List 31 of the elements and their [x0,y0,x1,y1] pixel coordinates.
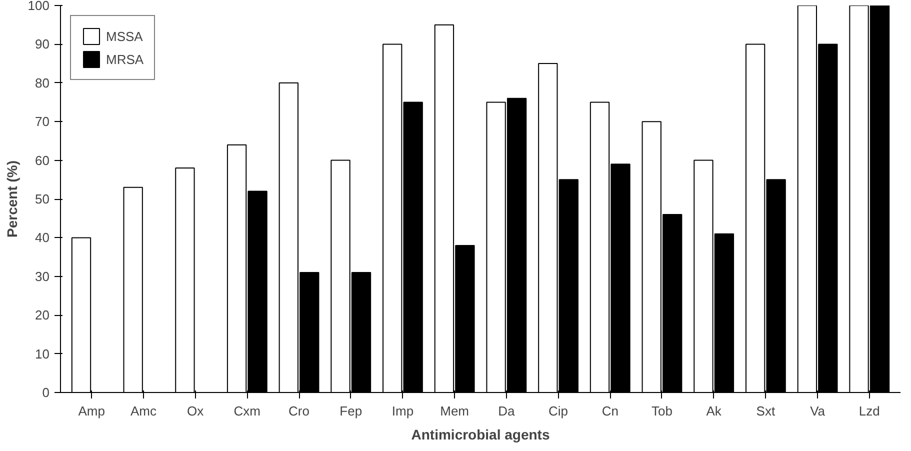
x-tick-label: Da [498,404,516,418]
x-tick-label: Ak [706,404,722,418]
y-tick-label: 60 [35,152,50,168]
y-tick-label: 100 [28,0,50,13]
y-tick-label: 50 [35,192,50,206]
x-tick-label: Amc [130,404,157,418]
y-tick-label: 30 [35,268,50,284]
y-tick-label: 10 [35,346,50,362]
y-tick-label: 90 [35,36,50,52]
x-tick-label: Mem [440,404,470,418]
x-tick-label: Cro [288,404,310,418]
legend-label: MSSA [106,28,143,44]
x-tick-label: Lzd [858,404,880,418]
y-tick-label: 0 [42,385,50,400]
x-tick-label: Va [810,404,826,418]
y-tick-label: 80 [35,75,50,90]
x-tick-label: Sxt [756,404,776,418]
x-tick-label: Cip [548,404,568,418]
legend-label: MRSA [106,52,144,66]
x-tick-label: Fep [340,404,362,418]
y-tick-label: 20 [35,308,50,323]
y-tick-label: 70 [35,114,50,130]
x-axis-title: Antimicrobial agents [411,426,550,442]
x-tick-label: Amp [78,404,105,418]
x-tick-label: Imp [392,404,414,418]
x-tick-label: Tob [652,404,672,418]
x-tick-label: Ox [187,404,204,418]
y-axis-title: Percent (%) [4,160,20,238]
x-tick-label: Cn [602,404,618,418]
y-tick-label: 40 [35,230,50,246]
x-tick-label: Cxm [234,404,261,418]
